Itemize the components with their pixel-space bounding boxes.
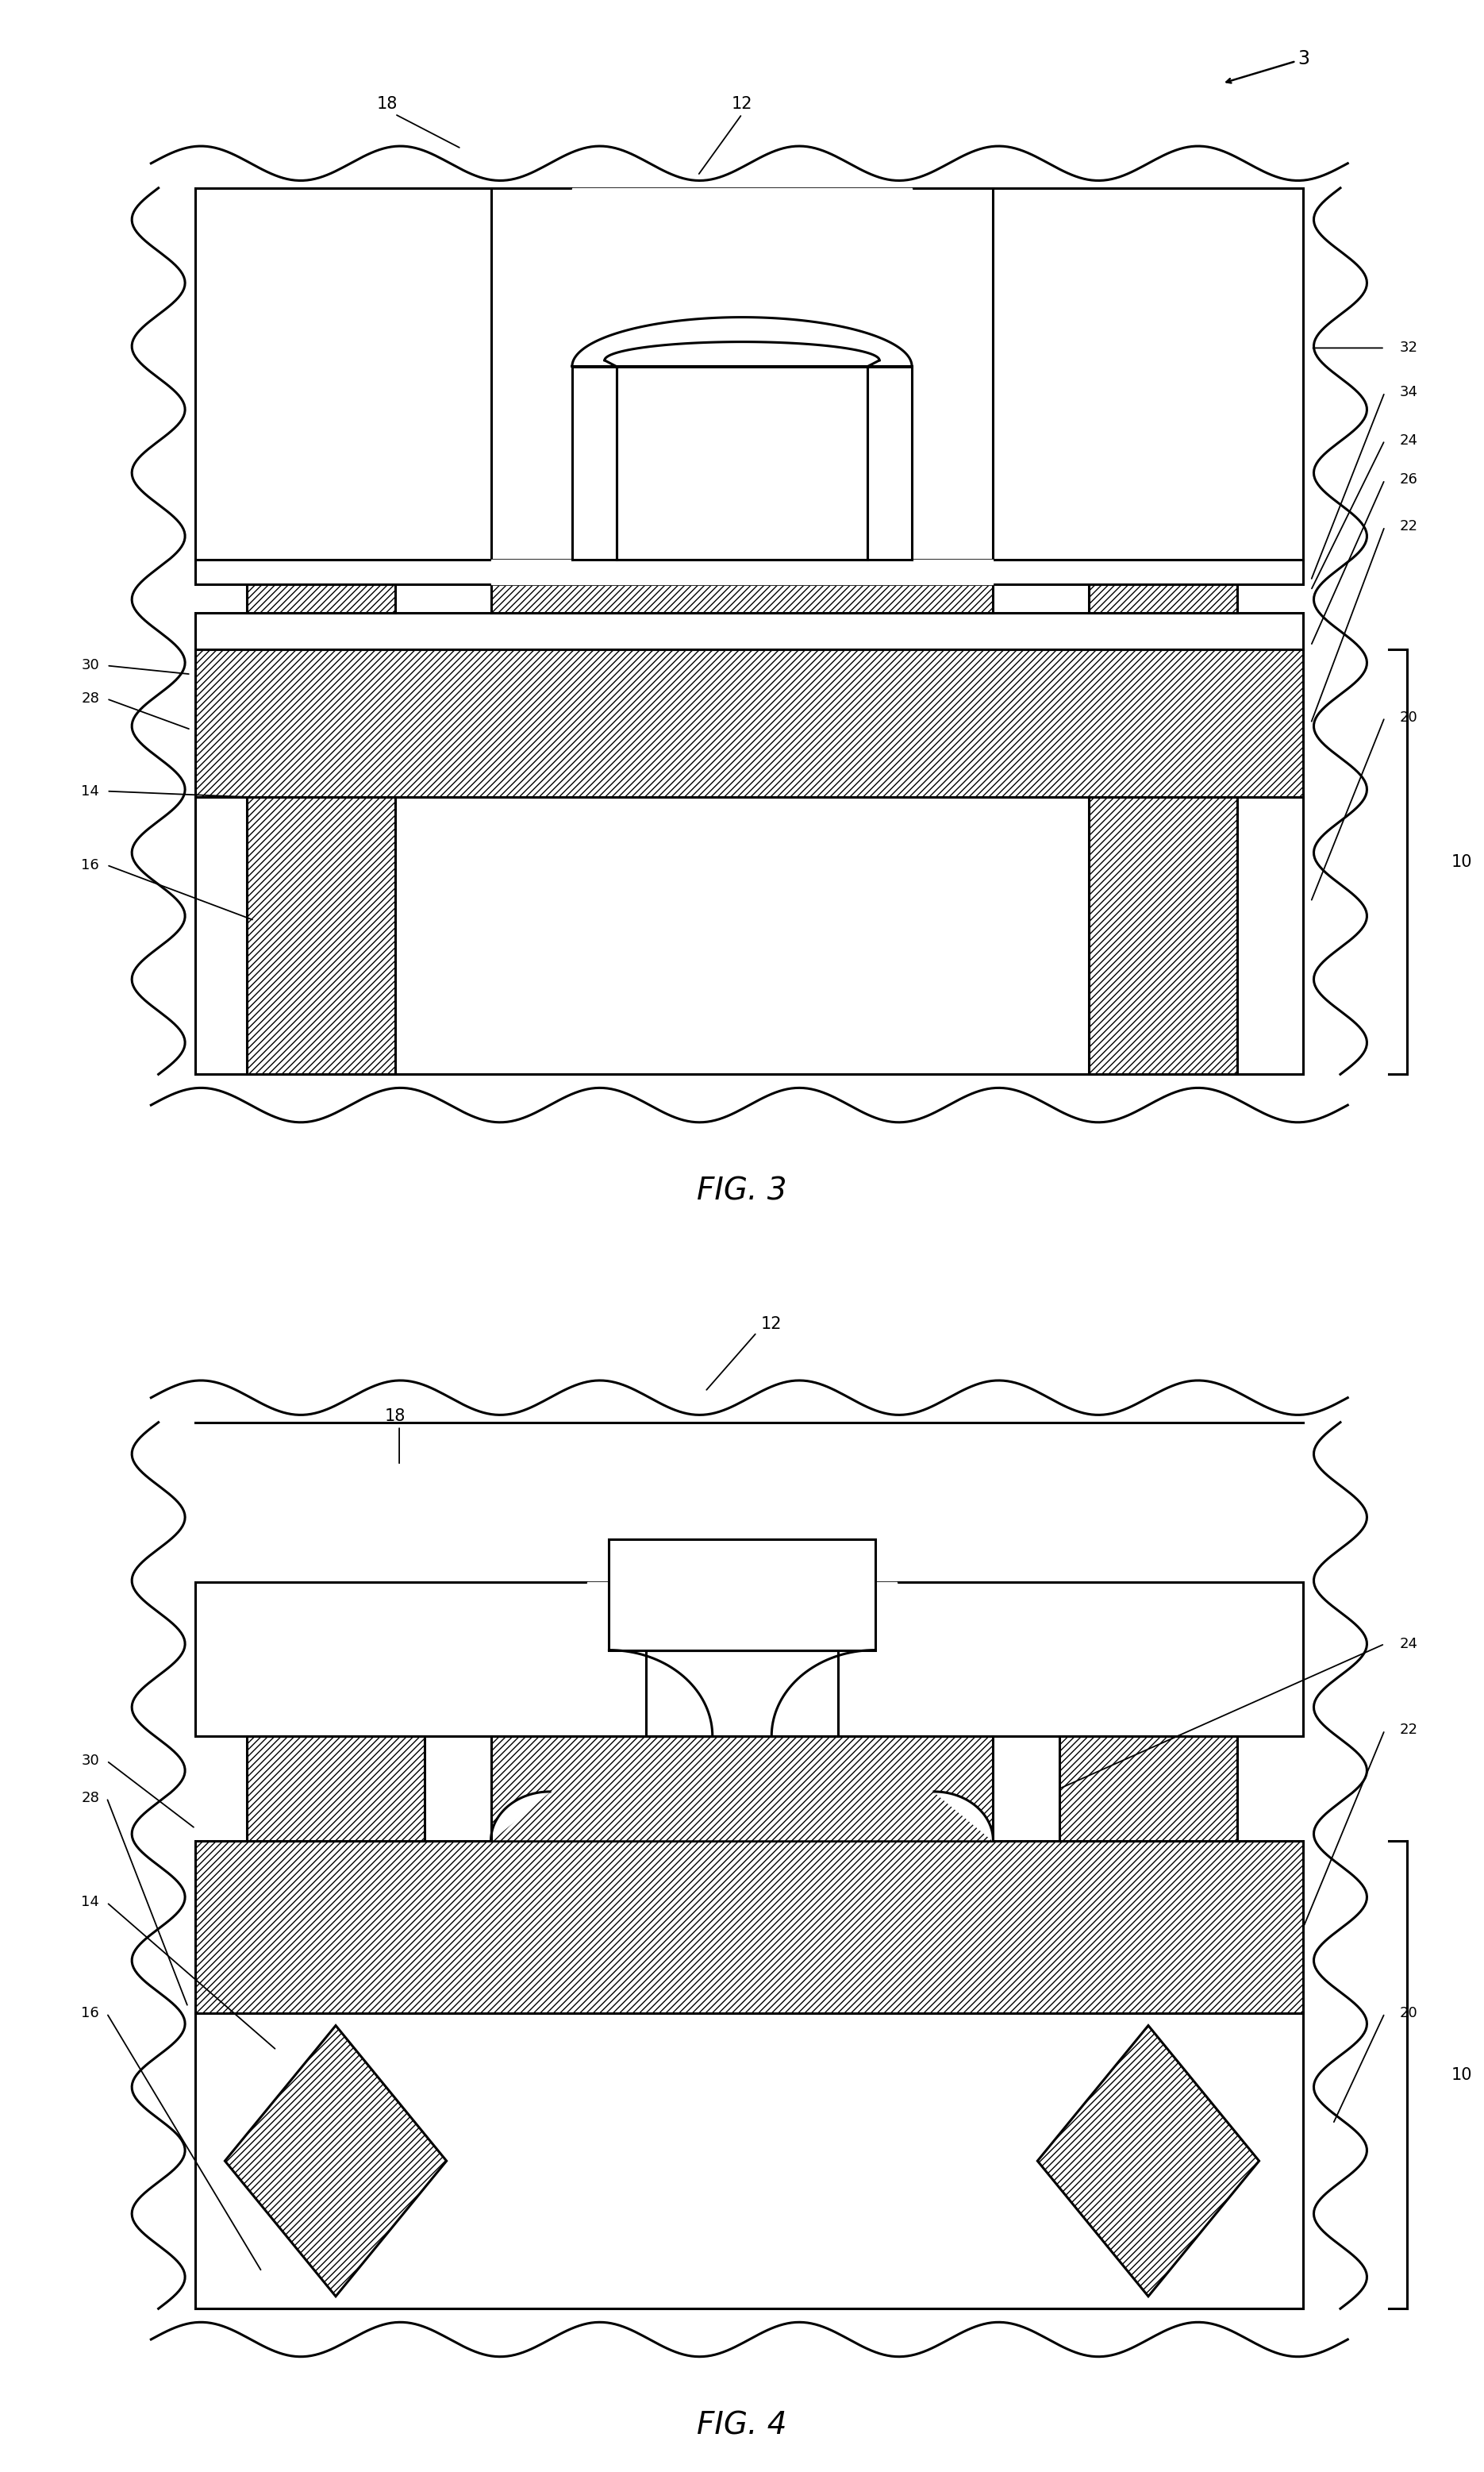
Polygon shape <box>868 366 911 559</box>
Polygon shape <box>573 366 616 559</box>
Bar <box>246 798 395 1075</box>
Text: 22: 22 <box>1399 519 1417 534</box>
Text: 12: 12 <box>732 96 752 111</box>
Polygon shape <box>491 559 993 583</box>
Text: 12: 12 <box>761 1315 782 1332</box>
Bar <box>1089 798 1238 1075</box>
Polygon shape <box>573 188 911 559</box>
Polygon shape <box>1037 2025 1258 2296</box>
Bar <box>646 1649 838 1735</box>
Text: 14: 14 <box>82 1896 99 1908</box>
Bar <box>196 1842 1303 2012</box>
Polygon shape <box>608 1649 712 1735</box>
Bar <box>196 650 1303 798</box>
Bar <box>1060 1735 1238 1842</box>
Bar <box>196 798 1303 1075</box>
Polygon shape <box>573 316 911 366</box>
Bar <box>196 613 1303 650</box>
Bar <box>246 1735 424 1842</box>
Polygon shape <box>491 536 993 583</box>
Bar <box>1089 583 1238 613</box>
Text: 24: 24 <box>1399 1636 1417 1651</box>
Bar <box>246 1735 424 1842</box>
Bar <box>491 1735 993 1842</box>
Text: 34: 34 <box>1399 386 1417 400</box>
Polygon shape <box>604 341 880 361</box>
Text: 3: 3 <box>1297 49 1309 69</box>
Text: 28: 28 <box>82 692 99 707</box>
Text: 14: 14 <box>82 784 99 798</box>
Bar <box>196 1842 1303 2012</box>
Polygon shape <box>772 1649 876 1735</box>
Bar <box>196 559 1303 583</box>
Bar <box>1060 1735 1238 1842</box>
Text: 30: 30 <box>82 1753 99 1767</box>
Bar <box>491 1735 993 1842</box>
Text: 32: 32 <box>1399 341 1417 356</box>
Bar <box>246 798 395 1075</box>
Text: 24: 24 <box>1399 433 1417 447</box>
Text: 26: 26 <box>1399 472 1417 487</box>
Bar <box>196 1582 1303 1735</box>
Polygon shape <box>586 1582 898 1735</box>
Text: 16: 16 <box>82 858 99 873</box>
Text: 10: 10 <box>1451 2067 1472 2084</box>
Bar <box>1060 1735 1238 1842</box>
Text: 16: 16 <box>82 2007 99 2020</box>
Bar <box>196 2012 1303 2309</box>
Bar <box>246 583 395 613</box>
Text: 18: 18 <box>384 1409 405 1424</box>
Text: 10: 10 <box>1451 853 1472 870</box>
Bar <box>196 1842 1303 2012</box>
Polygon shape <box>226 2025 447 2296</box>
Text: 30: 30 <box>82 658 99 672</box>
Text: FIG. 4: FIG. 4 <box>697 2410 787 2440</box>
Bar <box>246 1735 424 1842</box>
Bar <box>196 188 1303 559</box>
Text: 18: 18 <box>377 96 398 111</box>
Bar <box>196 650 1303 798</box>
Bar <box>246 583 395 613</box>
Bar <box>1089 583 1238 613</box>
Text: FIG. 3: FIG. 3 <box>697 1177 787 1206</box>
Bar <box>608 1540 876 1649</box>
Bar <box>1089 798 1238 1075</box>
Polygon shape <box>933 1792 993 1842</box>
Text: 20: 20 <box>1399 709 1417 724</box>
Bar <box>196 650 1303 798</box>
Text: 28: 28 <box>82 1790 99 1805</box>
Bar <box>246 798 395 1075</box>
Bar <box>1089 798 1238 1075</box>
Text: 20: 20 <box>1399 2007 1417 2020</box>
Bar <box>616 366 868 559</box>
Text: 22: 22 <box>1399 1723 1417 1738</box>
Bar <box>491 583 993 613</box>
Polygon shape <box>491 1792 551 1842</box>
Bar <box>491 583 993 613</box>
Bar <box>246 583 395 613</box>
Bar <box>1089 583 1238 613</box>
